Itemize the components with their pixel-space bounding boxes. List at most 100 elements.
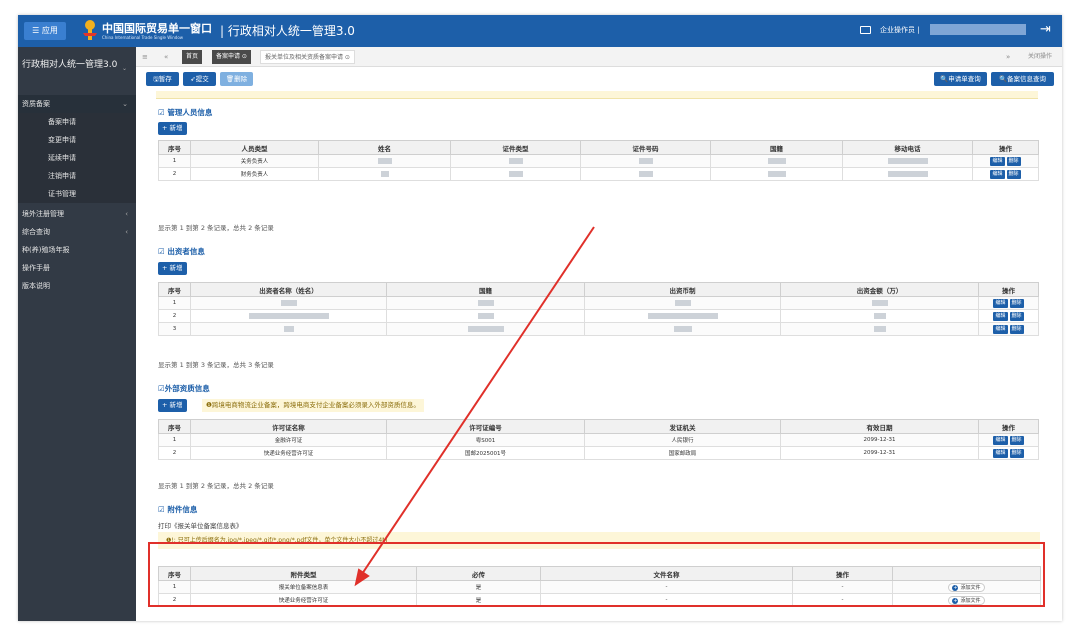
edit-button[interactable]: 编辑 [993,298,1008,308]
sidebar-item-label: 综合查询 [22,228,50,236]
app-menu-button[interactable]: ☰ 应用 [24,22,66,40]
cell: 3 [158,322,191,336]
sidebar-item-change[interactable]: 变更申请 [18,131,136,149]
col-header: 序号 [158,282,191,297]
add-investor-button[interactable]: + 新增 [158,262,187,275]
delete-row-button[interactable]: 删除 [1009,448,1024,458]
delete-row-button[interactable]: 删除 [1009,435,1024,445]
table-row: 3 编辑 删除 [158,322,1039,336]
cell-redacted [386,296,585,310]
cell-redacted [842,154,973,168]
mail-icon[interactable] [860,26,871,34]
cell: 2 [158,167,191,181]
save-button[interactable]: 🖫暂存 [146,72,179,86]
delete-row-button[interactable]: 删除 [1009,324,1024,334]
col-header: 操作 [978,282,1039,297]
cell: 1 [158,580,191,594]
col-header: 序号 [158,140,191,155]
col-header: 许可证编号 [386,419,585,434]
cell-redacted [580,154,711,168]
cell: 金融许可证 [190,433,387,447]
edit-button[interactable]: 编辑 [990,169,1005,179]
section-title-text: 外部资质信息 [164,384,210,393]
delete-button[interactable]: 🗑删除 [220,72,253,86]
cell: 国家邮政局 [584,446,781,460]
tab-prev-icon[interactable]: « [164,53,169,61]
table-row: 2 快递业务经营许可证 国邮2025001号 国家邮政局 2099-12-31 … [158,446,1039,460]
cell-redacted [450,154,581,168]
col-header: 文件名称 [540,566,793,581]
table-row: 1 金融许可证 粤S001 人民银行 2099-12-31 编辑 删除 [158,433,1039,447]
logout-icon[interactable]: ⇥ [1040,22,1051,37]
toolbar: 🖫暂存 ➶提交 🗑删除 🔍申请单查询 🔍备案信息查询 [136,67,1062,91]
edit-button[interactable]: 编辑 [993,324,1008,334]
col-header: 序号 [158,419,191,434]
app-window: ☰ 应用 中国国际贸易单一窗口 China International Trad… [18,15,1062,621]
cell-redacted [842,167,973,181]
cell-redacted [580,167,711,181]
table-row: 2 编辑 删除 [158,309,1039,323]
edit-button[interactable]: 编辑 [993,311,1008,321]
delete-row-button[interactable]: 删除 [1009,298,1024,308]
chevron-left-icon: ‹ [125,228,128,236]
sidebar-item-manual[interactable]: 操作手册 [22,264,50,272]
col-header: 操作 [972,140,1039,155]
delete-row-button[interactable]: 删除 [1009,311,1024,321]
cell-redacted [584,309,781,323]
delete-row-button[interactable]: 删除 [1006,169,1021,179]
col-header: 人员类型 [190,140,319,155]
col-header: 操作 [792,566,893,581]
close-ops-button[interactable]: 关闭操作 [1028,53,1053,60]
query-apply-button[interactable]: 🔍申请单查询 [934,72,987,86]
edit-button[interactable]: 编辑 [990,156,1005,166]
query-record-button[interactable]: 🔍备案信息查询 [991,72,1054,86]
sidebar-item-overseas[interactable]: 境外注册管理 ‹ [18,205,136,223]
top-bar: ☰ 应用 中国国际贸易单一窗口 China International Trad… [18,15,1062,47]
cell: 1 [158,296,191,310]
cell: 人民银行 [584,433,781,447]
add-file-button[interactable]: + 添加文件 [948,595,985,605]
cell: 国邮2025001号 [386,446,585,460]
plus-icon: + [952,597,959,604]
chevron-down-icon[interactable]: ⌄ [122,65,128,72]
section-title-text: 管理人员信息 [167,108,213,117]
cell-redacted [190,309,387,323]
table-header: 序号 人员类型 姓名 证件类型 证件号码 国籍 移动电话 操作 [158,140,1039,155]
add-manager-button[interactable]: + 新增 [158,122,187,135]
add-file-button[interactable]: + 添加文件 [948,582,985,592]
sidebar-item-extend[interactable]: 延续申请 [18,149,136,167]
edit-button[interactable]: 编辑 [993,435,1008,445]
section-title-text: 出资者信息 [167,247,205,256]
sidebar-title: 行政相对人统一管理3.0 [22,60,118,70]
col-header: 有效日期 [780,419,979,434]
tab-next-icon[interactable]: » [1006,53,1011,61]
cell: 粤S001 [386,433,585,447]
delete-row-button[interactable]: 删除 [1006,156,1021,166]
sidebar-item-apply[interactable]: 备案申请 [18,113,136,131]
sidebar-item-cancel[interactable]: 注销申请 [18,167,136,185]
cell-ops: 编辑 删除 [978,322,1039,336]
cell-redacted [780,322,979,336]
collapse-icon[interactable]: ≡ [142,53,148,61]
add-external-button[interactable]: + 新增 [158,399,187,412]
section-managers-title: ☑ 管理人员信息 [158,108,213,117]
edit-button[interactable]: 编辑 [993,448,1008,458]
table-row: 1 报关单位备案信息表 是 - - + 添加文件 [158,580,1041,594]
sidebar-item-qualification[interactable]: 资质备案 ⌄ [18,95,136,113]
print-record-link[interactable]: 打印《报关单位备案信息表》 [158,522,243,530]
cell-ops: 编辑 删除 [978,446,1039,460]
submit-button[interactable]: ➶提交 [183,72,216,86]
sidebar-item-certificate[interactable]: 证书管理 [18,185,136,203]
sidebar-item-version[interactable]: 版本说明 [22,282,50,290]
col-header: 证件类型 [450,140,581,155]
tab-apply[interactable]: 备案申请 ⊙ [212,50,251,64]
cell-redacted [190,296,387,310]
sidebar-item-query[interactable]: 综合查询 ‹ [18,223,136,241]
cell-ops: 编辑 删除 [972,154,1039,168]
sidebar-item-farm-report[interactable]: 种(养)殖场年报 [22,246,70,254]
add-file-label: 添加文件 [960,597,981,604]
sidebar: 行政相对人统一管理3.0 ⌄ 资质备案 ⌄ 备案申请 变更申请 延续申请 注销申请… [18,47,136,621]
col-header: 姓名 [318,140,451,155]
tab-home[interactable]: 首页 [182,50,203,64]
tab-customs-record-apply[interactable]: 报关单位及相关资质备案申请 ⊙ [260,50,355,64]
